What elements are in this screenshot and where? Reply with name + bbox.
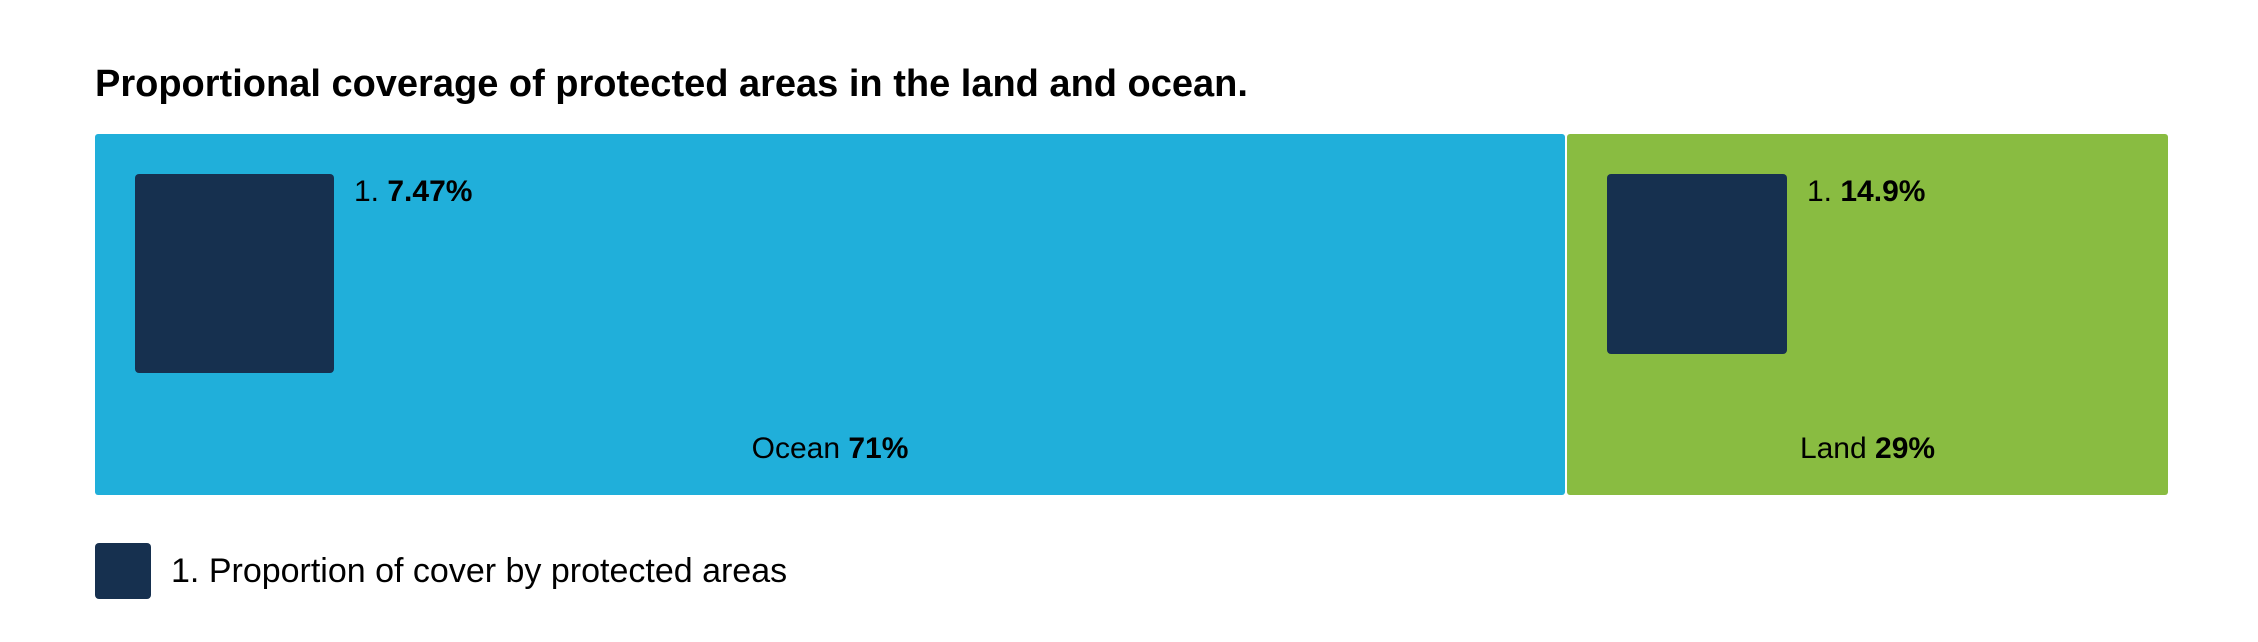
panel-share: 29%: [1875, 432, 1936, 465]
legend-text: Proportion of cover by protected areas: [208, 552, 788, 590]
protected-square-land: [1607, 174, 1787, 354]
protected-value-land: 1. 14.9%: [1807, 174, 1925, 210]
panel-name: Land: [1799, 432, 1876, 465]
protected-index: 1.: [1807, 175, 1841, 208]
panel-ocean: 1. 7.47% Ocean 71%: [95, 134, 1565, 495]
protected-square-ocean: [135, 174, 334, 373]
legend-label: 1. Proportion of cover by protected area…: [171, 551, 787, 591]
panel-land: 1. 14.9% Land 29%: [1567, 134, 2168, 495]
chart-plot-area: 1. 7.47% Ocean 71% 1. 14.9% Land 29%: [95, 134, 2168, 495]
panel-label-land: Land 29%: [1567, 431, 2168, 467]
panel-label-ocean: Ocean 71%: [95, 431, 1565, 467]
protected-value-ocean: 1. 7.47%: [354, 174, 472, 210]
protected-percent: 14.9%: [1840, 175, 1926, 208]
protected-percent: 7.47%: [387, 175, 473, 208]
panel-name: Ocean: [751, 432, 849, 465]
protected-index: 1.: [354, 175, 388, 208]
legend: 1. Proportion of cover by protected area…: [95, 543, 787, 599]
legend-swatch-protected: [95, 543, 151, 599]
panel-share: 71%: [848, 432, 909, 465]
legend-index: 1.: [171, 552, 200, 590]
chart-title: Proportional coverage of protected areas…: [95, 63, 1248, 105]
